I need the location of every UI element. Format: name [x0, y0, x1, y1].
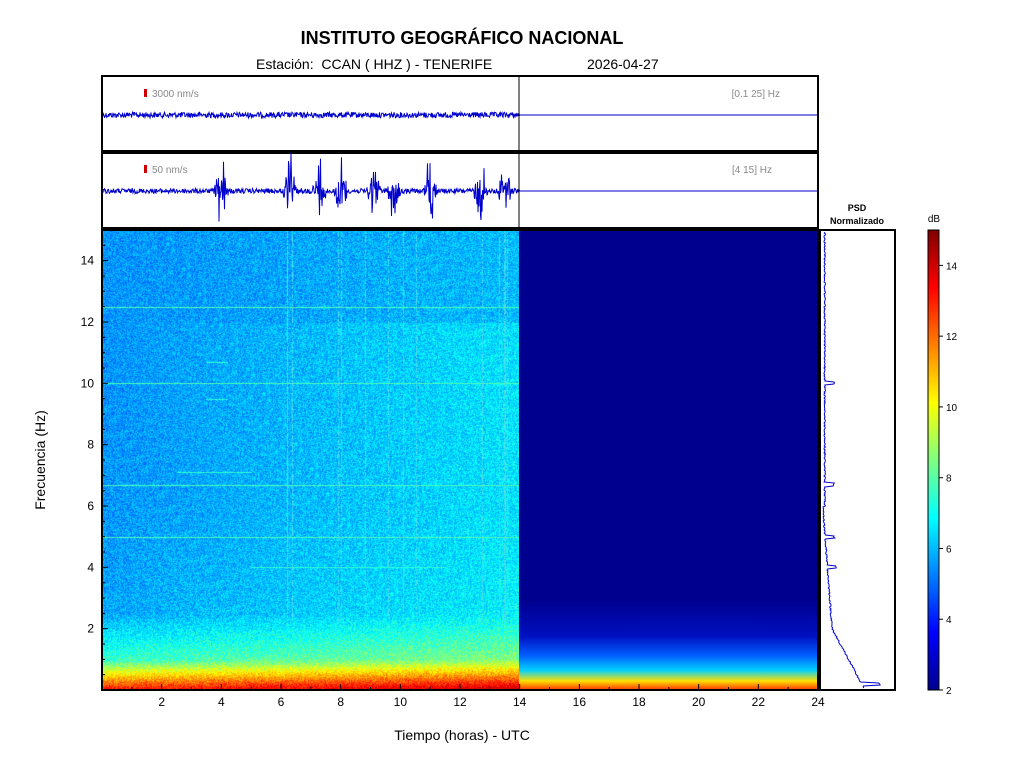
band-label-1: [0.1 25] Hz	[732, 89, 780, 100]
x-tick-label: 12	[453, 695, 467, 709]
page-title: INSTITUTO GEOGRÁFICO NACIONAL	[300, 28, 624, 48]
date-label: 2026-04-27	[587, 56, 659, 72]
x-axis-label: Tiempo (horas) - UTC	[394, 727, 530, 743]
colorbar-tick-label: 8	[946, 474, 952, 485]
band-label-2: [4 15] Hz	[732, 165, 772, 176]
x-tick-label: 24	[811, 695, 825, 709]
seismogram-panel-1: 3000 nm/s [0.1 25] Hz	[101, 75, 819, 152]
x-tick-label: 14	[513, 695, 527, 709]
colorbar-tick-label: 6	[946, 544, 952, 555]
x-tick-label: 10	[394, 695, 408, 709]
psd-title: PSD	[848, 203, 867, 213]
x-tick-label: 16	[573, 695, 587, 709]
spectrogram-image	[102, 230, 520, 690]
y-tick-label: 4	[87, 560, 94, 574]
y-tick-label: 12	[81, 315, 95, 329]
psd-subtitle: Normalizado	[830, 216, 885, 226]
scale-bar-icon	[144, 165, 147, 173]
psd-panel: PSD Normalizado	[819, 203, 896, 691]
y-tick-label: 6	[87, 499, 94, 513]
y-axis-label: Frecuencia (Hz)	[32, 410, 48, 510]
colorbar-gradient	[927, 229, 940, 691]
colorbar-unit: dB	[928, 214, 941, 225]
y-tick-label: 8	[87, 438, 94, 452]
colorbar-tick-label: 10	[946, 403, 958, 414]
seismogram-trace-1	[102, 110, 520, 120]
x-tick-label: 2	[158, 695, 165, 709]
x-tick-label: 8	[337, 695, 344, 709]
x-tick-label: 22	[752, 695, 766, 709]
x-tick-label: 6	[278, 695, 285, 709]
spectrogram-empty-lowband	[519, 600, 817, 690]
colorbar-tick-label: 4	[946, 615, 952, 626]
y-tick-label: 10	[81, 376, 95, 390]
station-info: Estación: CCAN ( HHZ ) - TENERIFE	[256, 56, 493, 72]
x-tick-label: 20	[692, 695, 706, 709]
seismogram-trace-2	[102, 152, 520, 222]
x-tick-label: 18	[632, 695, 646, 709]
psd-curve	[822, 231, 881, 689]
colorbar-tick-label: 2	[946, 686, 952, 697]
x-tick-label: 4	[218, 695, 225, 709]
y-tick-label: 14	[81, 254, 95, 268]
scale-label-2: 50 nm/s	[152, 165, 188, 176]
y-tick-label: 2	[87, 622, 94, 636]
scale-bar-icon	[144, 89, 147, 97]
colorbar-tick-label: 12	[946, 332, 958, 343]
scale-label-1: 3000 nm/s	[152, 89, 199, 100]
colorbar: dB 2 4 6 8 10 12 14	[927, 214, 958, 697]
colorbar-tick-label: 14	[946, 261, 958, 272]
seismogram-panel-2: 50 nm/s [4 15] Hz	[101, 152, 819, 229]
